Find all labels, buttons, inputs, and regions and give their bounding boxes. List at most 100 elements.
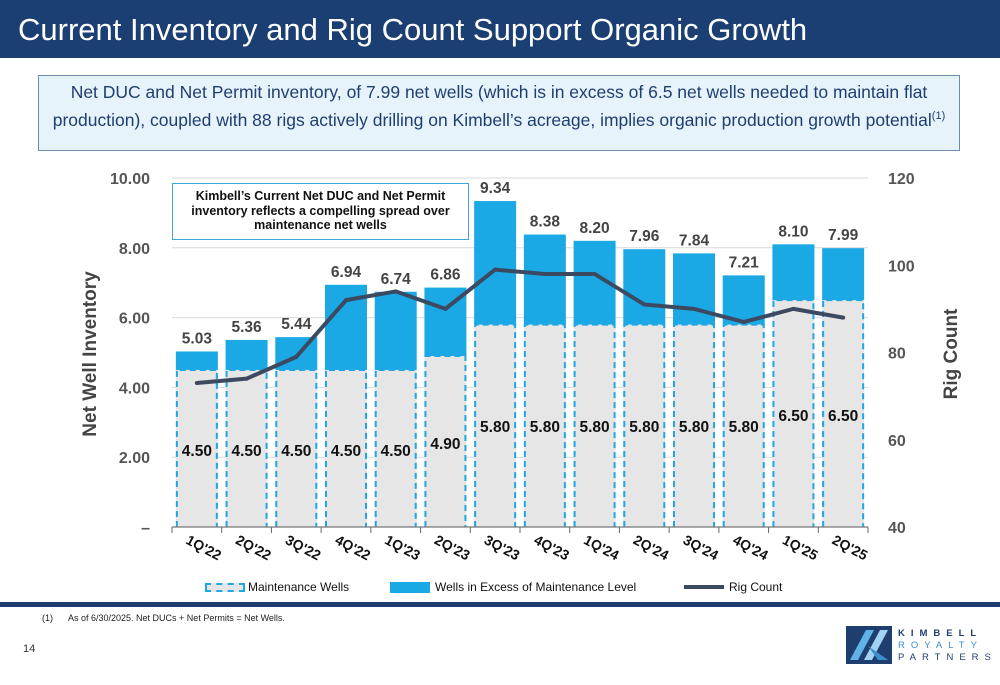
maintenance-bar [822, 300, 865, 527]
maintenance-label: 4.50 [231, 443, 261, 460]
maintenance-bar-border [722, 323, 765, 527]
rig-count-point [244, 376, 249, 381]
legend-maintenance-label: Maintenance Wells [248, 580, 350, 594]
maintenance-bar [275, 369, 318, 527]
maintenance-bar [673, 324, 715, 527]
x-tick-label: 3Q'23 [482, 532, 523, 564]
legend-excess-swatch [390, 581, 430, 593]
x-tick-label: 2Q'22 [233, 532, 274, 564]
total-label: 6.86 [430, 267, 461, 284]
legend-maintenance: Maintenance Wells [205, 580, 349, 594]
maintenance-bar-border [374, 368, 417, 527]
rig-count-point [493, 267, 498, 272]
total-label: 5.36 [231, 319, 262, 336]
total-label: 8.38 [530, 214, 561, 231]
rig-count-point [741, 319, 746, 324]
excess-bar [772, 244, 815, 301]
maintenance-label: 5.80 [530, 419, 560, 436]
kimbell-logo-mark-icon [846, 626, 892, 664]
y-tick-label: – [141, 520, 150, 537]
maintenance-label: 6.50 [778, 408, 808, 425]
maintenance-bar [175, 369, 218, 527]
maintenance-label: 4.50 [182, 443, 212, 460]
maintenance-bar-border [822, 299, 865, 527]
legend-maintenance-swatch [205, 582, 245, 592]
total-label: 9.34 [480, 180, 511, 197]
x-tick-label: 3Q'24 [681, 532, 722, 564]
maintenance-bar-border [175, 368, 218, 527]
y-right-tick-label: 100 [888, 258, 915, 275]
maintenance-bar [772, 300, 815, 527]
rig-count-point [393, 289, 398, 294]
maintenance-label: 5.80 [729, 419, 759, 436]
maintenance-bar [325, 369, 367, 527]
kimbell-logo: KIMBELL ROYALTY PARTNERS [846, 626, 991, 666]
page-title: Current Inventory and Rig Count Support … [18, 12, 808, 47]
total-label: 7.96 [629, 228, 660, 245]
maintenance-bar-border [474, 323, 517, 527]
maintenance-bar [474, 324, 517, 527]
y-tick-label: 8.00 [119, 241, 150, 258]
rig-count-point [194, 381, 199, 386]
y-right-tick-label: 40 [888, 520, 906, 537]
maintenance-label: 4.90 [430, 436, 460, 453]
title-bar: Current Inventory and Rig Count Support … [0, 0, 1000, 58]
maintenance-bar-border [623, 323, 666, 527]
maintenance-bar-border [424, 354, 467, 527]
footnote-text: As of 6/30/2025. Net DUCs + Net Permits … [68, 613, 285, 623]
total-label: 6.94 [331, 264, 362, 281]
y-axis-right-title: Rig Count [941, 308, 962, 399]
maintenance-label: 5.80 [579, 419, 609, 436]
legend-excess: Wells in Excess of Maintenance Level [390, 580, 636, 594]
y-axis-title: Net Well Inventory [80, 271, 101, 437]
x-tick-label: 1Q'25 [780, 532, 821, 564]
excess-bar [474, 201, 517, 325]
rig-count-line [196, 267, 844, 386]
rig-count-point [542, 271, 547, 276]
maintenance-bar-border [325, 368, 367, 527]
total-label: 6.74 [381, 271, 412, 288]
rig-count-point [791, 306, 796, 311]
footnote: (1) As of 6/30/2025. Net DUCs + Net Permi… [42, 613, 285, 623]
callout-text: Net DUC and Net Permit inventory, of 7.9… [52, 82, 932, 130]
logo-word-2: ROYALTY [898, 640, 983, 651]
y-tick-label: 6.00 [119, 311, 150, 328]
x-tick-label: 4Q'22 [333, 532, 374, 564]
total-label: 5.44 [281, 316, 312, 333]
maintenance-bar [374, 369, 417, 527]
rig-count-point [344, 298, 348, 303]
rig-count-point [692, 306, 696, 311]
maintenance-label: 5.80 [679, 419, 709, 436]
y-tick-label: 10.00 [110, 171, 150, 188]
x-tick-label: 2Q'23 [432, 532, 473, 564]
maintenance-bar [623, 324, 666, 527]
chart-annotation: Kimbell’s Current Net DUC and Net Permit… [172, 183, 469, 240]
maintenance-label: 5.80 [629, 419, 659, 436]
legend-rig-label: Rig Count [729, 580, 783, 594]
total-label: 7.21 [729, 254, 760, 271]
maintenance-label: 6.50 [828, 408, 858, 425]
labels-layer: 5.03 4.50 5.36 4.50 5.44 4.50 6.94 4.50 6.74 4.50… [182, 180, 859, 460]
footer-rule [0, 602, 1000, 607]
maintenance-bar-border [673, 323, 715, 527]
maintenance-bar [523, 324, 566, 527]
total-label: 8.10 [778, 223, 808, 240]
rig-count-point [294, 354, 299, 359]
legend-excess-label: Wells in Excess of Maintenance Level [435, 580, 637, 594]
maintenance-label: 4.50 [281, 443, 311, 460]
footnote-number: (1) [42, 613, 53, 623]
logo-word-3: PARTNERS [898, 652, 997, 663]
maintenance-bar [722, 324, 765, 527]
excess-bar [822, 248, 865, 301]
maintenance-bar-border [523, 323, 566, 527]
rig-count-point [592, 271, 597, 276]
excess-bar [623, 249, 666, 325]
maintenance-bar [573, 324, 616, 527]
maintenance-bar-border [275, 368, 318, 527]
inventory-rig-chart: 5.03 4.50 5.36 4.50 5.44 4.50 6.94 4.50 6.74 4.50… [80, 171, 962, 564]
excess-bar [175, 351, 218, 370]
x-tick-label: 1Q'22 [183, 532, 224, 564]
legend-rig-swatch [684, 585, 724, 589]
y-right-tick-label: 60 [888, 433, 906, 450]
total-label: 5.03 [182, 330, 213, 347]
